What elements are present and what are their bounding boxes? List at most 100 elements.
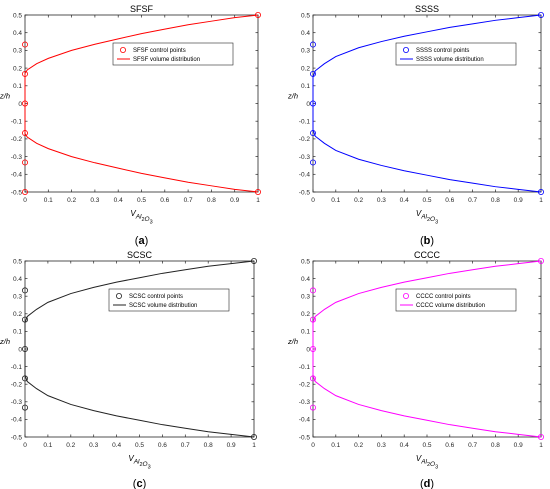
panel-label: (b) [420, 235, 434, 247]
control-point-marker [21, 159, 28, 166]
control-point-marker [21, 404, 28, 411]
x-tick-label: 0.9 [227, 442, 236, 449]
x-tick-label: 0.4 [400, 442, 409, 449]
y-tick-label: 0.3 [13, 48, 22, 55]
y-tick-label: 0.4 [13, 30, 22, 37]
chart-panel-d: CCCC 0 0.1 0.2 0.3 0.4 0.5 0.6 0.7 0.8 0.9 1 -0.5 -0.… [287, 250, 545, 489]
chart-title: CCCC [414, 250, 440, 260]
series-line-upper [24, 260, 255, 323]
x-tick-label: 1 [256, 197, 260, 204]
y-tick-label: 0.4 [13, 276, 22, 283]
x-tick-label: 1 [252, 442, 256, 449]
y-tick-label: -0.5 [299, 189, 311, 196]
y-tick-label: -0.3 [11, 154, 23, 161]
y-tick-label: 0.2 [301, 65, 310, 72]
x-axis-label: VAl2O3 [128, 454, 150, 471]
x-tick-label: 0.3 [377, 197, 386, 204]
series-line-lower [24, 375, 255, 438]
x-tick-label: 0.1 [331, 197, 340, 204]
y-tick-label: -0.3 [299, 399, 311, 406]
y-tick-label: -0.2 [11, 136, 23, 143]
panel-label: (c) [133, 478, 146, 489]
y-tick-label: -0.1 [299, 364, 311, 371]
y-tick-label: 0 [18, 346, 22, 353]
x-tick-label: 1 [539, 442, 543, 449]
y-axis-label: z/h [287, 337, 298, 346]
x-tick-label: 1 [539, 197, 543, 204]
y-tick-label: 0.1 [301, 329, 310, 336]
series-line-upper [24, 14, 259, 74]
x-tick-label: 0 [311, 442, 315, 449]
y-tick-label: 0.5 [13, 12, 22, 19]
x-tick-label: 0.4 [114, 197, 123, 204]
y-tick-label: 0.5 [301, 258, 310, 265]
x-tick-label: 0.2 [66, 442, 75, 449]
x-tick-label: 0.4 [400, 197, 409, 204]
y-axis-label: z/h [0, 337, 10, 346]
control-point-marker [21, 188, 28, 195]
y-tick-label: -0.4 [299, 417, 311, 424]
y-tick-label: 0.2 [13, 311, 22, 318]
x-tick-label: 0.5 [137, 197, 146, 204]
plot-area-frame [24, 260, 255, 438]
panel-label: (a) [135, 235, 148, 247]
x-tick-label: 0.2 [354, 442, 363, 449]
x-tick-label: 0.7 [184, 197, 193, 204]
y-tick-label: 0 [306, 101, 310, 108]
x-tick-label: 0.8 [491, 442, 500, 449]
y-tick-label: -0.3 [11, 399, 23, 406]
series-line-upper [312, 260, 542, 323]
y-tick-label: 0.3 [301, 294, 310, 301]
legend-marker-symbol [120, 47, 127, 54]
y-tick-label: -0.3 [299, 154, 311, 161]
series-line-lower [24, 133, 259, 193]
x-tick-label: 0.9 [514, 197, 523, 204]
x-tick-label: 0.6 [158, 442, 167, 449]
x-tick-label: 0.4 [112, 442, 121, 449]
x-tick-label: 0.6 [160, 197, 169, 204]
y-tick-label: -0.4 [11, 417, 23, 424]
y-tick-label: -0.4 [299, 172, 311, 179]
y-tick-label: 0.2 [301, 311, 310, 318]
x-tick-label: 0.3 [90, 197, 99, 204]
legend-entry: SFSF control points [133, 48, 186, 54]
control-point-marker [309, 41, 316, 48]
y-tick-label: 0.1 [13, 329, 22, 336]
x-tick-label: 0.9 [230, 197, 239, 204]
y-tick-label: 0.1 [301, 83, 310, 90]
x-tick-label: 0.1 [43, 442, 52, 449]
control-point-marker [21, 41, 28, 48]
legend-marker-symbol [402, 47, 409, 54]
x-tick-label: 0.5 [422, 442, 431, 449]
x-tick-label: 0.8 [204, 442, 213, 449]
x-tick-label: 0 [23, 197, 27, 204]
x-tick-label: 0.3 [89, 442, 98, 449]
control-point-marker [309, 159, 316, 166]
y-tick-label: -0.1 [299, 119, 311, 126]
legend-entry: SCSC volume distribution [129, 303, 197, 309]
y-axis-label: z/h [0, 92, 10, 101]
legend-marker-symbol [402, 292, 409, 299]
legend-entry: CCCC control points [416, 294, 471, 300]
legend-entry: SSSS volume distribution [416, 57, 484, 63]
legend-box [395, 288, 517, 312]
legend-box [112, 42, 234, 66]
plot-area-frame [312, 14, 542, 193]
legend-marker-symbol [116, 292, 123, 299]
y-tick-label: -0.5 [11, 189, 23, 196]
y-axis-label: z/h [287, 92, 298, 101]
legend-box [108, 288, 230, 312]
y-tick-label: 0.3 [301, 48, 310, 55]
chart-title: SSSS [415, 4, 439, 14]
control-point-marker [309, 287, 316, 294]
y-tick-label: 0.2 [13, 65, 22, 72]
x-tick-label: 0.5 [422, 197, 431, 204]
y-tick-label: 0.4 [301, 276, 310, 283]
y-tick-label: 0.5 [13, 258, 22, 265]
chart-panel-b: SSSS 0 0.1 0.2 0.3 0.4 0.5 0.6 0.7 0.8 0.9 1 -0.5 -0.… [287, 4, 545, 247]
y-tick-label: -0.4 [11, 172, 23, 179]
y-tick-label: -0.2 [299, 382, 311, 389]
x-tick-label: 0.5 [135, 442, 144, 449]
x-axis-label: VAl2O3 [416, 454, 438, 471]
